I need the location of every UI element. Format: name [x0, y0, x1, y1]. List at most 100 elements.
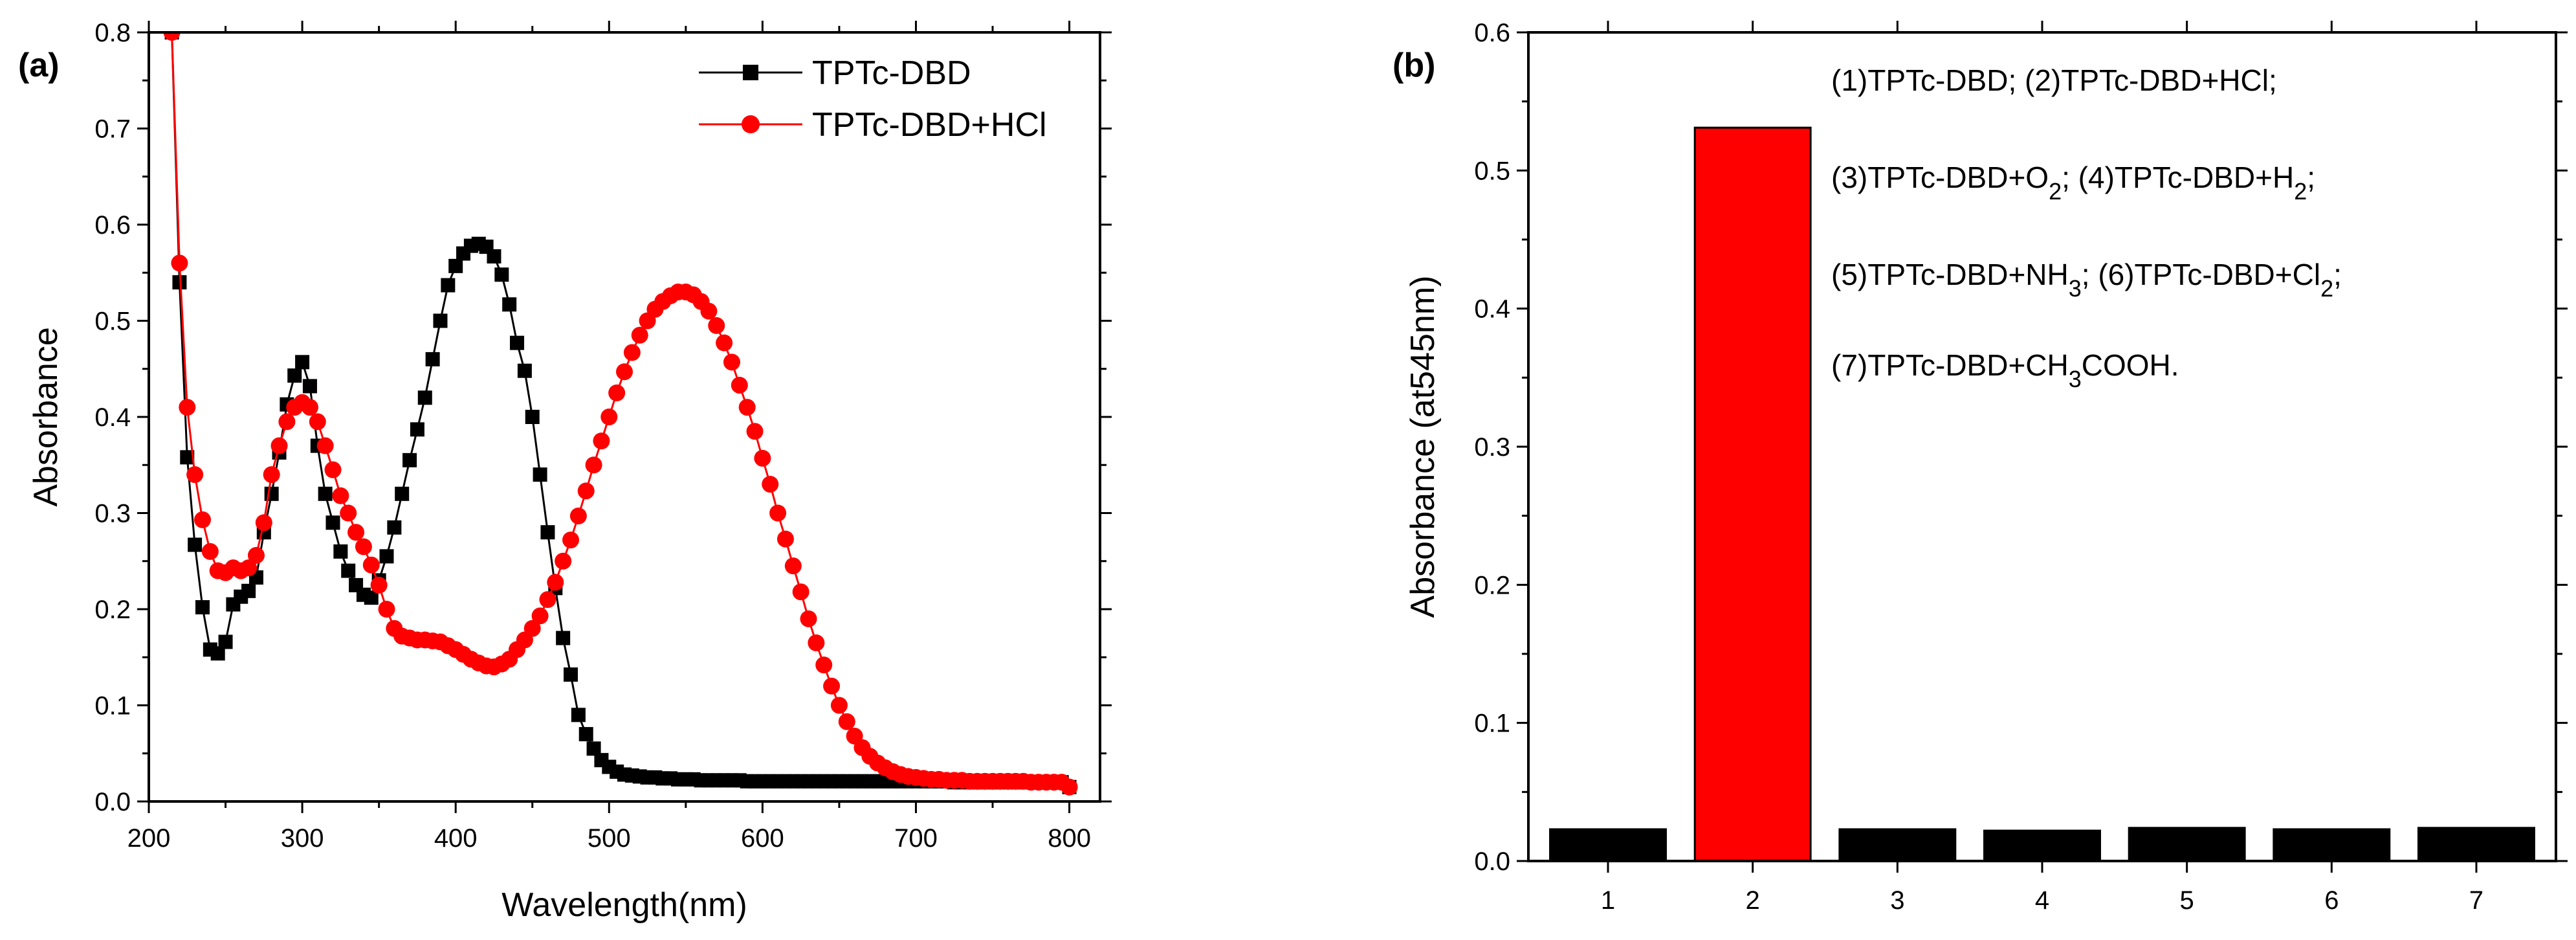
data-point-s2 [278, 413, 296, 431]
x-tick-label: 7 [2469, 886, 2483, 915]
data-point-s1 [487, 249, 501, 264]
data-point-s2 [263, 466, 280, 484]
y-tick-label: 0.0 [94, 788, 131, 816]
panel-b-chart: 0.0 0.1 0.2 0.3 0.4 0.5 0.6 1 2 3 4 5 6 7 Absorbance (… [1393, 19, 2568, 915]
data-point-s1 [433, 313, 448, 328]
legend-label-2: TPTc-DBD+HCl [812, 106, 1047, 144]
annotation-subscript: 2 [2049, 178, 2062, 205]
data-point-s2 [531, 607, 549, 625]
data-point-s1 [333, 544, 348, 559]
data-point-s1 [379, 549, 394, 564]
y-axis-title: Absorbance (at545nm) [1404, 276, 1442, 618]
panel-label-b: (b) [1393, 47, 1435, 84]
data-point-s1 [341, 563, 356, 578]
data-point-s2 [784, 557, 802, 575]
y-tick-label: 0.2 [94, 596, 131, 624]
x-tick-label: 400 [434, 824, 478, 853]
data-point-s2 [179, 399, 196, 416]
data-point-s2 [769, 504, 787, 522]
data-point-s1 [410, 422, 424, 437]
data-point-s2 [362, 556, 380, 574]
data-point-s1 [318, 486, 333, 501]
y-tick-label: 0.2 [1474, 571, 1510, 599]
x-tick-label: 500 [588, 824, 631, 853]
annotation-text: ; [2307, 161, 2315, 194]
x-tick-label: 5 [2180, 886, 2194, 915]
annotation-text: COOH. [2082, 348, 2179, 382]
data-point-s1 [571, 708, 586, 722]
data-point-s2 [616, 363, 633, 381]
bar-4 [1983, 829, 2101, 862]
data-point-s2 [631, 326, 648, 344]
data-point-s1 [302, 379, 317, 394]
data-point-s1 [448, 258, 463, 273]
data-point-s2 [776, 530, 794, 548]
data-point-s2 [792, 583, 809, 601]
y-tick-label: 0.6 [94, 211, 131, 240]
data-point-s1 [172, 275, 187, 290]
panel-label-a: (a) [18, 47, 60, 84]
data-point-s2 [708, 317, 725, 334]
data-point-s1 [402, 453, 417, 467]
y-tick-label: 0.0 [1474, 847, 1510, 876]
data-point-s2 [746, 423, 764, 440]
legend-marker-1 [743, 65, 758, 80]
data-point-s1 [287, 368, 302, 383]
data-point-s2 [830, 697, 848, 714]
data-point-s2 [240, 559, 258, 577]
data-point-s1 [525, 410, 540, 424]
data-point-s1 [195, 600, 210, 615]
x-tick-label: 600 [741, 824, 784, 853]
data-point-s2 [754, 449, 771, 467]
annotation-text: ; [2333, 258, 2342, 291]
data-point-s1 [540, 525, 555, 540]
y-tick-label: 0.1 [1474, 710, 1510, 738]
data-point-s2 [600, 408, 618, 425]
data-point-s2 [370, 576, 388, 594]
data-point-s2 [731, 376, 748, 394]
data-point-s2 [340, 504, 357, 522]
data-point-s1 [188, 537, 203, 552]
data-point-s2 [762, 475, 779, 493]
x-tick-label: 1 [1601, 886, 1615, 915]
plot-frame [1527, 31, 2557, 862]
annotation-text: (7)TPTc-DBD+CH [1831, 348, 2069, 382]
data-point-s2 [562, 532, 580, 549]
data-point-s2 [355, 538, 372, 555]
data-point-s2 [378, 601, 395, 618]
data-point-s1 [578, 727, 593, 742]
data-point-s2 [800, 610, 817, 627]
annotation-subscript: 2 [2294, 178, 2307, 205]
x-tick-label: 800 [1048, 824, 1091, 853]
data-point-s1 [417, 390, 432, 405]
annotation-line-3: (5)TPTc-DBD+NH3​; (6)TPTc-DBD+Cl2​; [1831, 258, 2342, 302]
data-point-s2 [547, 574, 564, 591]
bar-5 [2128, 827, 2246, 862]
data-point-s2 [301, 399, 318, 416]
y-tick-label: 0.7 [94, 115, 131, 144]
data-point-s2 [186, 466, 204, 484]
annotation-text: (3)TPTc-DBD+O [1831, 161, 2049, 194]
x-tick-label: 4 [2035, 886, 2049, 915]
bar-6 [2273, 828, 2391, 862]
y-tick-label: 0.1 [94, 692, 131, 721]
annotation-text: ; (6)TPTc-DBD+Cl [2082, 258, 2320, 291]
data-point-s2 [569, 507, 587, 524]
annotation-line-4: (7)TPTc-DBD+CH3​COOH. [1831, 348, 2179, 392]
annotation-text: (1)TPTc-DBD; (2)TPTc-DBD+HCl; [1831, 63, 2277, 97]
data-point-s1 [510, 335, 525, 350]
y-tick-label: 0.3 [1474, 433, 1510, 462]
data-point-s2 [593, 432, 610, 450]
data-point-s2 [700, 302, 718, 320]
annotation-line-1: (1)TPTc-DBD; (2)TPTc-DBD+HCl; [1831, 63, 2277, 97]
data-point-s2 [577, 482, 595, 500]
data-point-s2 [316, 437, 334, 454]
bar-1 [1549, 828, 1667, 862]
legend-marker-2 [742, 115, 760, 133]
data-point-s1 [325, 515, 340, 530]
data-point-s2 [171, 254, 188, 272]
data-point-s2 [255, 514, 272, 532]
x-tick-label: 700 [894, 824, 938, 853]
annotation-subscript: 3 [2069, 366, 2082, 392]
data-point-s1 [180, 450, 195, 465]
